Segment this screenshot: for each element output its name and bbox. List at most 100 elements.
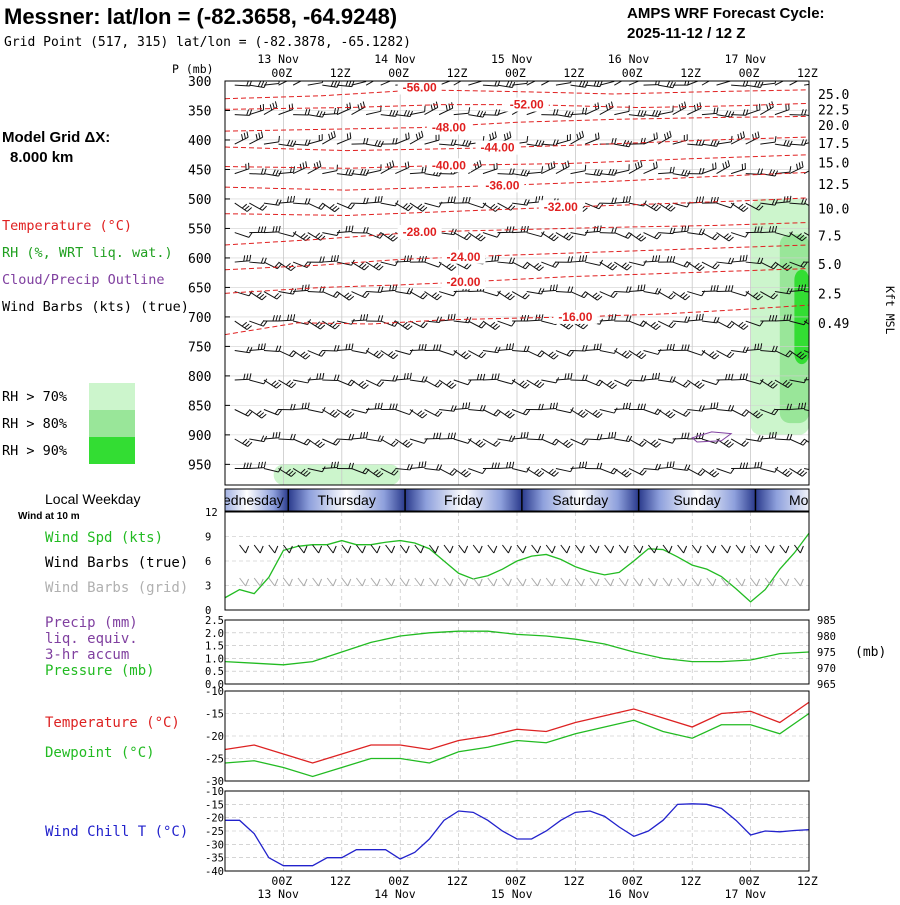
legend-wind-chill: Wind Chill T (°C) — [45, 824, 188, 840]
model-grid-label: Model Grid ΔX: — [2, 129, 110, 146]
weekday-segment: Sunday — [639, 489, 756, 511]
panel-y-tick: 12 — [205, 507, 218, 519]
pressure-tick: 300 — [188, 75, 211, 90]
legend-wind-barbs-grid: Wind Barbs (grid) — [45, 580, 188, 596]
rh-90-swatch — [89, 437, 135, 464]
pressure-tick: 550 — [188, 222, 211, 237]
weekday-label: Friday — [444, 492, 483, 508]
temperature-contour-label: -28.00 — [403, 225, 437, 239]
weekday-label: Saturday — [552, 492, 608, 508]
panel-y-tick: -15 — [205, 709, 224, 721]
pressure-tick: 800 — [188, 370, 211, 385]
panel-y-tick: -10 — [205, 686, 224, 698]
panel-y2-tick: 985 — [817, 615, 836, 627]
top-time-tick: 12Z — [330, 66, 351, 80]
temperature-contour-label: -48.00 — [432, 121, 466, 135]
pressure-tick: 750 — [188, 340, 211, 355]
rh-80-swatch — [89, 410, 135, 437]
bottom-date-label: 14 Nov — [374, 887, 416, 900]
height-tick: 10.0 — [818, 202, 849, 217]
top-date-label: 15 Nov — [491, 52, 533, 66]
height-tick: 20.0 — [818, 119, 849, 134]
pressure-tick: 600 — [188, 252, 211, 267]
weekday-segment: Friday — [405, 489, 522, 511]
legend-dewpoint: Dewpoint (°C) — [45, 745, 155, 761]
height-axis-label: Kft MSL — [883, 286, 897, 335]
legend-pressure: Pressure (mb) — [45, 663, 155, 679]
height-tick: 15.0 — [818, 156, 849, 171]
legend-rh: RH (%, WRT liq. wat.) — [2, 245, 173, 261]
pressure-tick: 700 — [188, 311, 211, 326]
top-time-tick: 12Z — [563, 66, 584, 80]
panel-y-tick: -40 — [205, 866, 224, 878]
weekday-label: Monday — [789, 492, 839, 508]
pressure-tick: 950 — [188, 458, 211, 473]
panel-y-tick: -30 — [205, 839, 224, 851]
top-date-label: 13 Nov — [257, 52, 299, 66]
temperature-contour-label: -52.00 — [510, 98, 544, 112]
top-time-tick: 12Z — [680, 66, 701, 80]
temperature-contour-label: -56.00 — [403, 80, 437, 94]
weekday-label: Sunday — [673, 492, 720, 508]
bottom-time-tick: 00Z — [388, 874, 409, 888]
bottom-date-label: 15 Nov — [491, 887, 533, 900]
pressure-tick: 400 — [188, 134, 211, 149]
temperature-contour-label: -32.00 — [544, 200, 578, 214]
bottom-time-tick: 12Z — [680, 874, 701, 888]
bottom-time-tick: 12Z — [447, 874, 468, 888]
pressure-tick: 650 — [188, 281, 211, 296]
wind-chill-panel: -10-15-20-25-30-35-40 — [205, 786, 809, 878]
panel-y-tick: -35 — [205, 853, 224, 865]
height-tick-labels: 25.022.520.017.515.012.510.07.55.02.50.4… — [818, 88, 849, 332]
page-title: Messner: lat/lon = (-82.3658, -64.9248) — [4, 4, 397, 29]
temperature-contour-label: -40.00 — [432, 158, 466, 172]
panel-y-tick: -10 — [205, 786, 224, 798]
panel-y-tick: 9 — [205, 532, 211, 544]
bottom-time-tick: 12Z — [563, 874, 584, 888]
temperature-contour-label: -20.00 — [446, 275, 480, 289]
bottom-date-label: 16 Nov — [608, 887, 650, 900]
top-time-tick: 00Z — [388, 66, 409, 80]
local-weekday-label: Local Weekday — [45, 491, 140, 507]
panel-y-tick: -25 — [205, 826, 224, 838]
grid-point-label: Grid Point (517, 315) lat/lon = (-82.387… — [4, 35, 411, 50]
temperature-contour-label: -36.00 — [485, 178, 519, 192]
temperature-panel: -10-15-20-25-30 — [205, 686, 809, 788]
bottom-date-label: 13 Nov — [257, 887, 299, 900]
bottom-time-tick: 00Z — [271, 874, 292, 888]
legend-cloud-outline: Cloud/Precip Outline — [2, 272, 165, 288]
top-date-label: 16 Nov — [608, 52, 650, 66]
pressure-unit-label: (mb) — [855, 645, 886, 660]
height-tick: 2.5 — [818, 287, 841, 302]
panel-y-tick: -20 — [205, 813, 224, 825]
temperature-contour-label: -16.00 — [558, 310, 592, 324]
panel-y-tick: -20 — [205, 731, 224, 743]
panel-y-tick: 0.5 — [205, 666, 224, 678]
legend-wind-barbs: Wind Barbs (kts) (true) — [2, 299, 189, 315]
rh-70-label: RH > 70% — [2, 389, 67, 405]
pressure-tick: 500 — [188, 193, 211, 208]
height-tick: 7.5 — [818, 230, 841, 245]
panel-y-tick: 6 — [205, 556, 211, 568]
wind-height-note: Wind at 10 m — [18, 511, 80, 522]
height-tick: 25.0 — [818, 88, 849, 103]
rh-90-label: RH > 90% — [2, 443, 67, 459]
pressure-axis-label: P (mb) — [172, 62, 214, 76]
panel-y-tick: 3 — [205, 581, 211, 593]
panel-y2-tick: 975 — [817, 647, 836, 659]
legend-wind-speed: Wind Spd (kts) — [45, 530, 163, 546]
top-time-tick: 12Z — [447, 66, 468, 80]
panel-y-tick: 2.5 — [205, 615, 224, 627]
pressure-tick: 850 — [188, 399, 211, 414]
legend-temperature-2m: Temperature (°C) — [45, 715, 180, 731]
height-tick: 17.5 — [818, 137, 849, 152]
panel-y-tick: -25 — [205, 754, 224, 766]
top-time-tick: 00Z — [271, 66, 292, 80]
panel-y-tick: 2.0 — [205, 628, 224, 640]
cycle-value: 2025-11-12 / 12 Z — [627, 25, 745, 42]
rh-legend: RH > 70% RH > 80% RH > 90% — [2, 383, 135, 464]
